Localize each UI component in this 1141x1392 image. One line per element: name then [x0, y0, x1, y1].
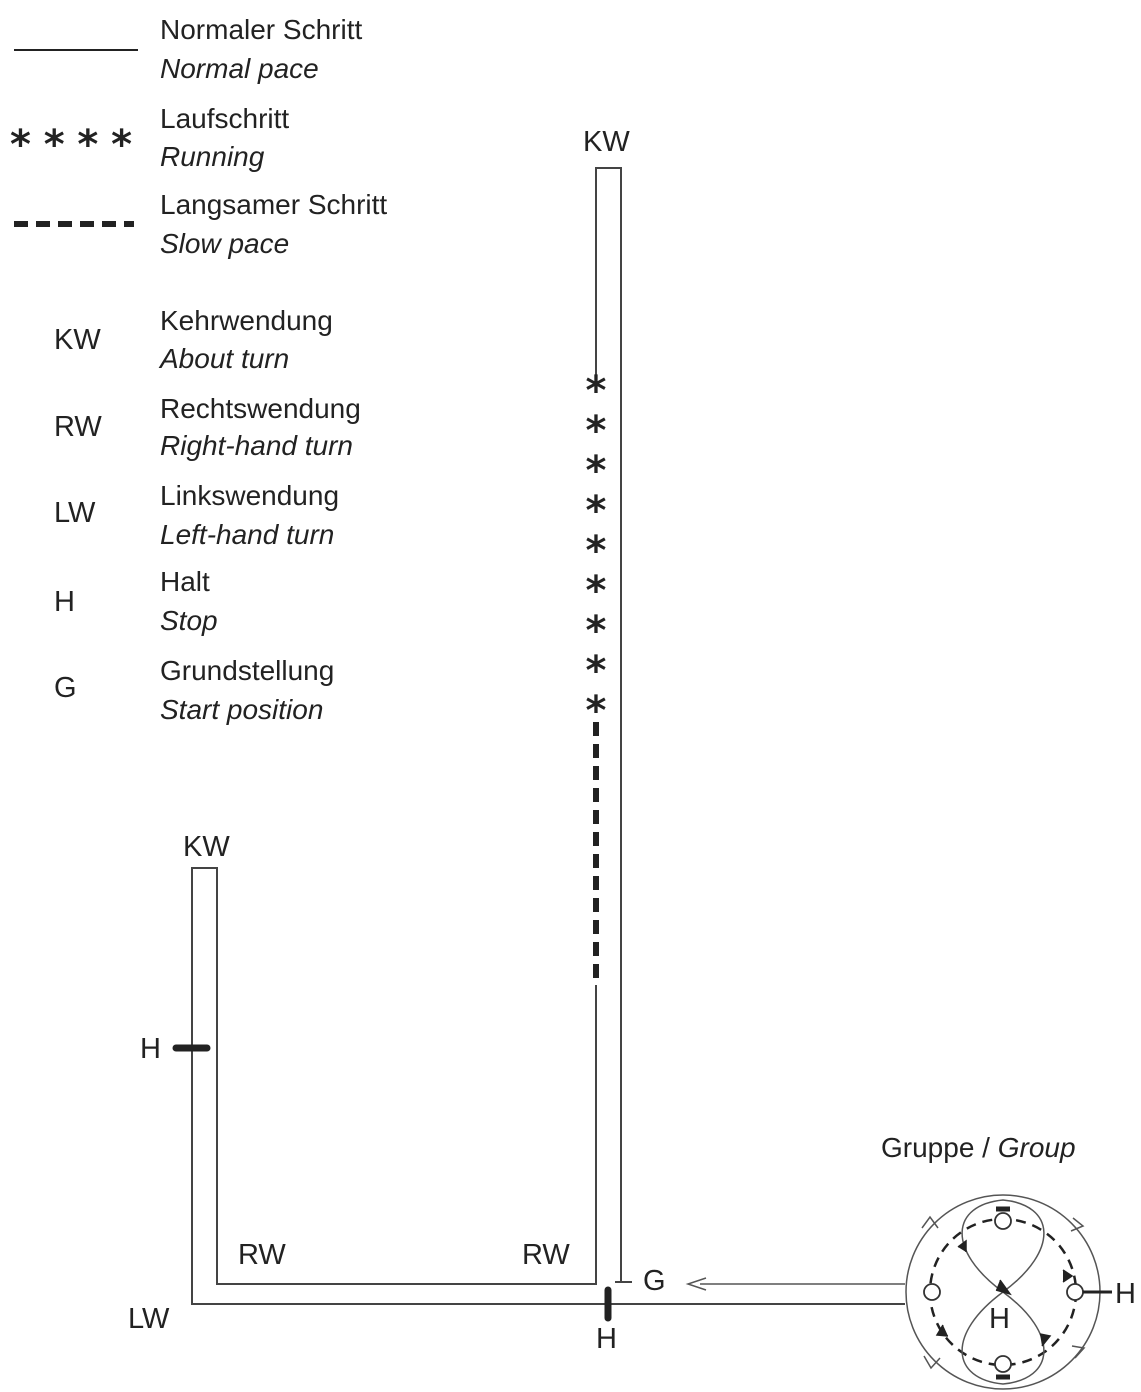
approach-arrow-head — [685, 1277, 707, 1291]
legend-abbr-rw: RW — [54, 411, 102, 443]
group-title-de: Gruppe — [881, 1132, 974, 1163]
label-lw: LW — [128, 1303, 170, 1335]
group-arrow-9 — [995, 1279, 1012, 1296]
label-g: G — [643, 1265, 666, 1297]
legend-running-en: Running — [160, 141, 265, 172]
legend-running-symbol: * * * * — [10, 122, 132, 168]
running-star: * — [586, 608, 607, 654]
legend-kw-en: About turn — [158, 343, 289, 374]
group-arrow-2 — [1070, 1217, 1085, 1232]
outer-track — [191, 867, 905, 1305]
label-kw-top: KW — [583, 126, 630, 158]
running-star: * — [586, 448, 607, 494]
running-star: * — [586, 528, 607, 574]
running-star: * — [586, 688, 607, 734]
legend-abbr-h: H — [54, 586, 75, 618]
legend-abbr-kw: KW — [54, 324, 101, 356]
legend-running-de: Laufschritt — [160, 103, 289, 134]
group-arrow-3 — [923, 1355, 941, 1370]
legend-kw-de: Kehrwendung — [160, 305, 333, 336]
legend-h-de: Halt — [160, 566, 210, 597]
group-arrow-7 — [935, 1324, 949, 1337]
legend: Normaler Schritt Normal pace * * * * Lau… — [10, 14, 387, 725]
upper-kw-loop — [595, 167, 622, 1282]
group-arrow-5 — [957, 1239, 967, 1252]
running-segment: ********* — [586, 368, 607, 734]
legend-rw-de: Rechtswendung — [160, 393, 361, 424]
legend-lw-en: Left-hand turn — [160, 519, 334, 550]
running-star: * — [586, 568, 607, 614]
group-arrow-1 — [921, 1215, 939, 1229]
group-arrow-6 — [1062, 1269, 1074, 1283]
label-kw-left: KW — [183, 831, 230, 863]
legend-slow-pace-en: Slow pace — [160, 228, 289, 259]
group-title-en: Group — [998, 1132, 1076, 1163]
group-position-bottom — [994, 1355, 1012, 1373]
label-rw-left: RW — [238, 1239, 286, 1271]
group-diagram: Gruppe / Group H H — [881, 1132, 1136, 1390]
group-arrow-8 — [1039, 1333, 1052, 1347]
label-h-bottom: H — [596, 1323, 617, 1355]
label-rw-right: RW — [522, 1239, 570, 1271]
legend-g-de: Grundstellung — [160, 655, 334, 686]
group-label-h-center: H — [989, 1303, 1010, 1335]
running-star: * — [586, 488, 607, 534]
legend-normal-pace-en: Normal pace — [160, 53, 319, 84]
group-position-left — [923, 1283, 941, 1301]
legend-rw-en: Right-hand turn — [160, 430, 353, 461]
group-position-right — [1066, 1283, 1084, 1301]
legend-h-en: Stop — [160, 605, 218, 636]
legend-abbr-g: G — [54, 672, 77, 704]
group-title: Gruppe / Group — [881, 1132, 1076, 1163]
group-arrow-4 — [1071, 1345, 1086, 1359]
legend-lw-de: Linkswendung — [160, 480, 339, 511]
group-label-h-right: H — [1115, 1278, 1136, 1310]
legend-slow-pace-de: Langsamer Schritt — [160, 189, 387, 220]
legend-normal-pace-de: Normaler Schritt — [160, 14, 362, 45]
group-title-separator: / — [974, 1132, 997, 1163]
running-star: * — [586, 368, 607, 414]
label-h-left: H — [140, 1033, 161, 1065]
running-star: * — [586, 648, 607, 694]
course-path: ********* KW KW H RW RW LW G H — [128, 126, 905, 1355]
legend-abbr-lw: LW — [54, 497, 96, 529]
group-position-top — [994, 1212, 1012, 1230]
legend-g-en: Start position — [160, 694, 323, 725]
running-star: * — [586, 408, 607, 454]
